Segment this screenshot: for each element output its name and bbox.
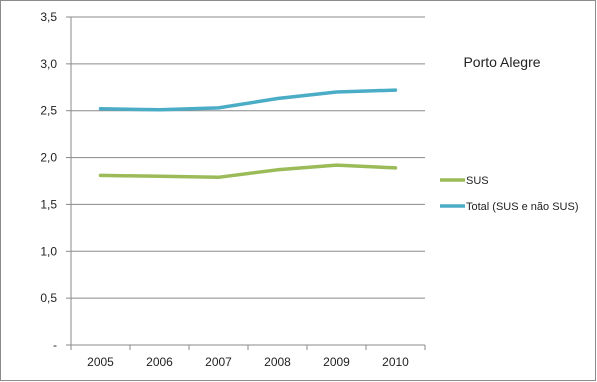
gridlines bbox=[71, 16, 425, 299]
x-tick-label: 2007 bbox=[205, 355, 232, 369]
x-tick-label: 2010 bbox=[382, 355, 409, 369]
y-tick-label: 3,5 bbox=[40, 10, 57, 24]
series-line-0 bbox=[98, 163, 398, 180]
x-tick-labels: 2005 2006 2007 2008 2009 2010 bbox=[87, 355, 409, 369]
series-line-1 bbox=[98, 88, 398, 112]
y-tick-label: 3,0 bbox=[40, 57, 57, 71]
x-tick-label: 2006 bbox=[146, 355, 173, 369]
series-lines bbox=[98, 88, 398, 180]
chart-annotation: Porto Alegre bbox=[463, 54, 540, 70]
legend: SUS Total (SUS e não SUS) bbox=[440, 175, 579, 213]
legend-label: Total (SUS e não SUS) bbox=[466, 201, 579, 213]
y-tick-labels: - 0,5 1,0 1,5 2,0 2,5 3,0 3,5 bbox=[40, 10, 57, 352]
x-tick-label: 2009 bbox=[323, 355, 350, 369]
y-tick-label: 1,0 bbox=[40, 244, 57, 258]
y-tick-label: 2,0 bbox=[40, 151, 57, 165]
y-tick-label: 0,5 bbox=[40, 291, 57, 305]
y-tick-label: - bbox=[53, 338, 57, 352]
y-tick-label: 1,5 bbox=[40, 197, 57, 211]
axes bbox=[66, 16, 426, 350]
x-tick-label: 2005 bbox=[87, 355, 114, 369]
x-tick-label: 2008 bbox=[264, 355, 291, 369]
legend-label: SUS bbox=[466, 175, 489, 187]
y-tick-label: 2,5 bbox=[40, 104, 57, 118]
